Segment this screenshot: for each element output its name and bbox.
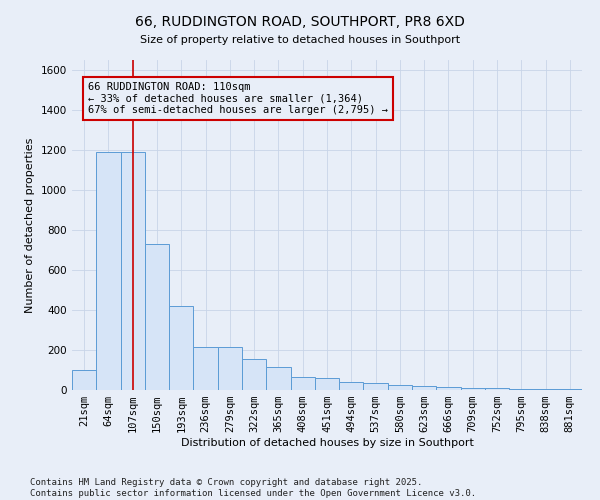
Bar [436, 387, 461, 390]
Bar [218, 347, 242, 390]
Bar [193, 347, 218, 390]
Text: Size of property relative to detached houses in Southport: Size of property relative to detached ho… [140, 35, 460, 45]
Y-axis label: Number of detached properties: Number of detached properties [25, 138, 35, 312]
Bar [266, 367, 290, 390]
Bar [533, 389, 558, 390]
Bar [242, 359, 266, 390]
Bar [339, 382, 364, 390]
Bar [509, 389, 533, 390]
X-axis label: Distribution of detached houses by size in Southport: Distribution of detached houses by size … [181, 438, 473, 448]
Text: Contains HM Land Registry data © Crown copyright and database right 2025.
Contai: Contains HM Land Registry data © Crown c… [30, 478, 476, 498]
Bar [364, 383, 388, 390]
Bar [315, 378, 339, 390]
Bar [290, 377, 315, 390]
Bar [461, 388, 485, 390]
Bar [412, 386, 436, 390]
Bar [121, 152, 145, 390]
Bar [485, 388, 509, 390]
Bar [169, 306, 193, 390]
Bar [96, 152, 121, 390]
Bar [72, 370, 96, 390]
Bar [388, 385, 412, 390]
Text: 66, RUDDINGTON ROAD, SOUTHPORT, PR8 6XD: 66, RUDDINGTON ROAD, SOUTHPORT, PR8 6XD [135, 15, 465, 29]
Bar [145, 244, 169, 390]
Text: 66 RUDDINGTON ROAD: 110sqm
← 33% of detached houses are smaller (1,364)
67% of s: 66 RUDDINGTON ROAD: 110sqm ← 33% of deta… [88, 82, 388, 115]
